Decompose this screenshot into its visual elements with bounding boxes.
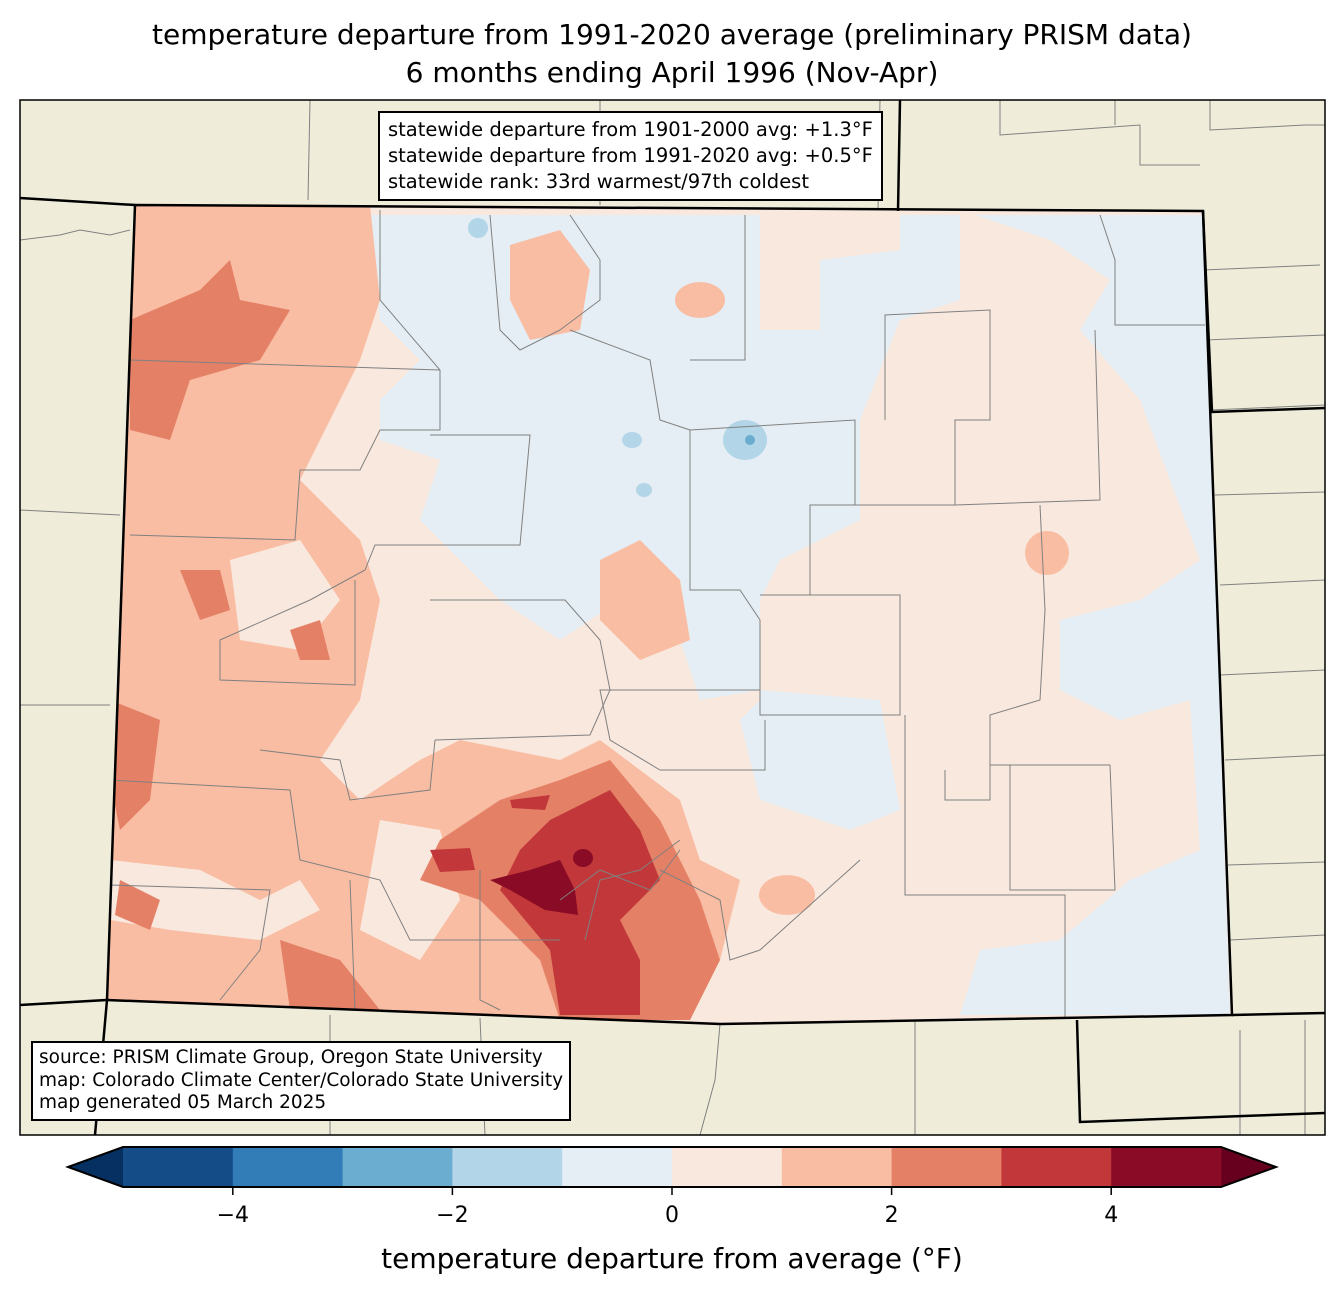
map-title-line2: 6 months ending April 1996 (Nov-Apr) (405, 56, 939, 89)
map-title-line1: temperature departure from 1991-2020 ave… (152, 18, 1192, 51)
credits-box: source: PRISM Climate Group, Oregon Stat… (31, 1041, 572, 1121)
colorbar-outline (65, 1146, 1279, 1188)
colorbar-segment (452, 1147, 563, 1187)
neighbor-state-borders (19, 99, 1326, 1136)
colorado-state-border (105, 203, 1234, 1026)
colorbar-segment (562, 1147, 673, 1187)
credits-line-3: map generated 05 March 2025 (39, 1092, 327, 1113)
colorbar-segment (342, 1147, 453, 1187)
colorbar-segment (232, 1147, 344, 1187)
colorbar-tick-label: 2 (884, 1203, 899, 1228)
departure-neg3-spot (745, 435, 755, 445)
map-frame (19, 99, 1326, 1136)
colorbar (65, 1146, 1279, 1195)
colorbar-tick-label: −2 (436, 1203, 469, 1228)
colorbar-segment (1111, 1147, 1222, 1187)
colorbar-tick-label: 4 (1104, 1203, 1119, 1228)
colorbar-segment (123, 1147, 234, 1187)
stats-line-3: statewide rank: 33rd warmest/97th coldes… (388, 170, 809, 193)
colorbar-over-arrow (1221, 1147, 1276, 1187)
credits-line-2: map: Colorado Climate Center/Colorado St… (39, 1069, 564, 1091)
colorbar-segment (672, 1147, 783, 1187)
departure-4-to-5-areas (490, 849, 593, 915)
departure-3-to-4-areas (430, 790, 660, 1015)
departure-neg2-to-neg1-areas (468, 218, 767, 497)
colorbar-segment (891, 1147, 1002, 1187)
stats-line-1: statewide departure from 1901-2000 avg: … (388, 118, 873, 141)
stats-line-2: statewide departure from 1991-2020 avg: … (388, 144, 873, 167)
credits-line-1: source: PRISM Climate Group, Oregon Stat… (39, 1047, 543, 1068)
colorbar-segment (1001, 1147, 1112, 1187)
colorbar-tick-label: 0 (665, 1203, 679, 1228)
colorbar-tick-label: −4 (216, 1203, 250, 1228)
colorbar-under-arrow (68, 1147, 123, 1187)
colorbar-label: temperature departure from average (°F) (381, 1242, 963, 1275)
colorbar-segment (781, 1147, 893, 1187)
statewide-stats-box: statewide departure from 1901-2000 avg: … (378, 111, 883, 201)
county-lines (109, 210, 1205, 1020)
